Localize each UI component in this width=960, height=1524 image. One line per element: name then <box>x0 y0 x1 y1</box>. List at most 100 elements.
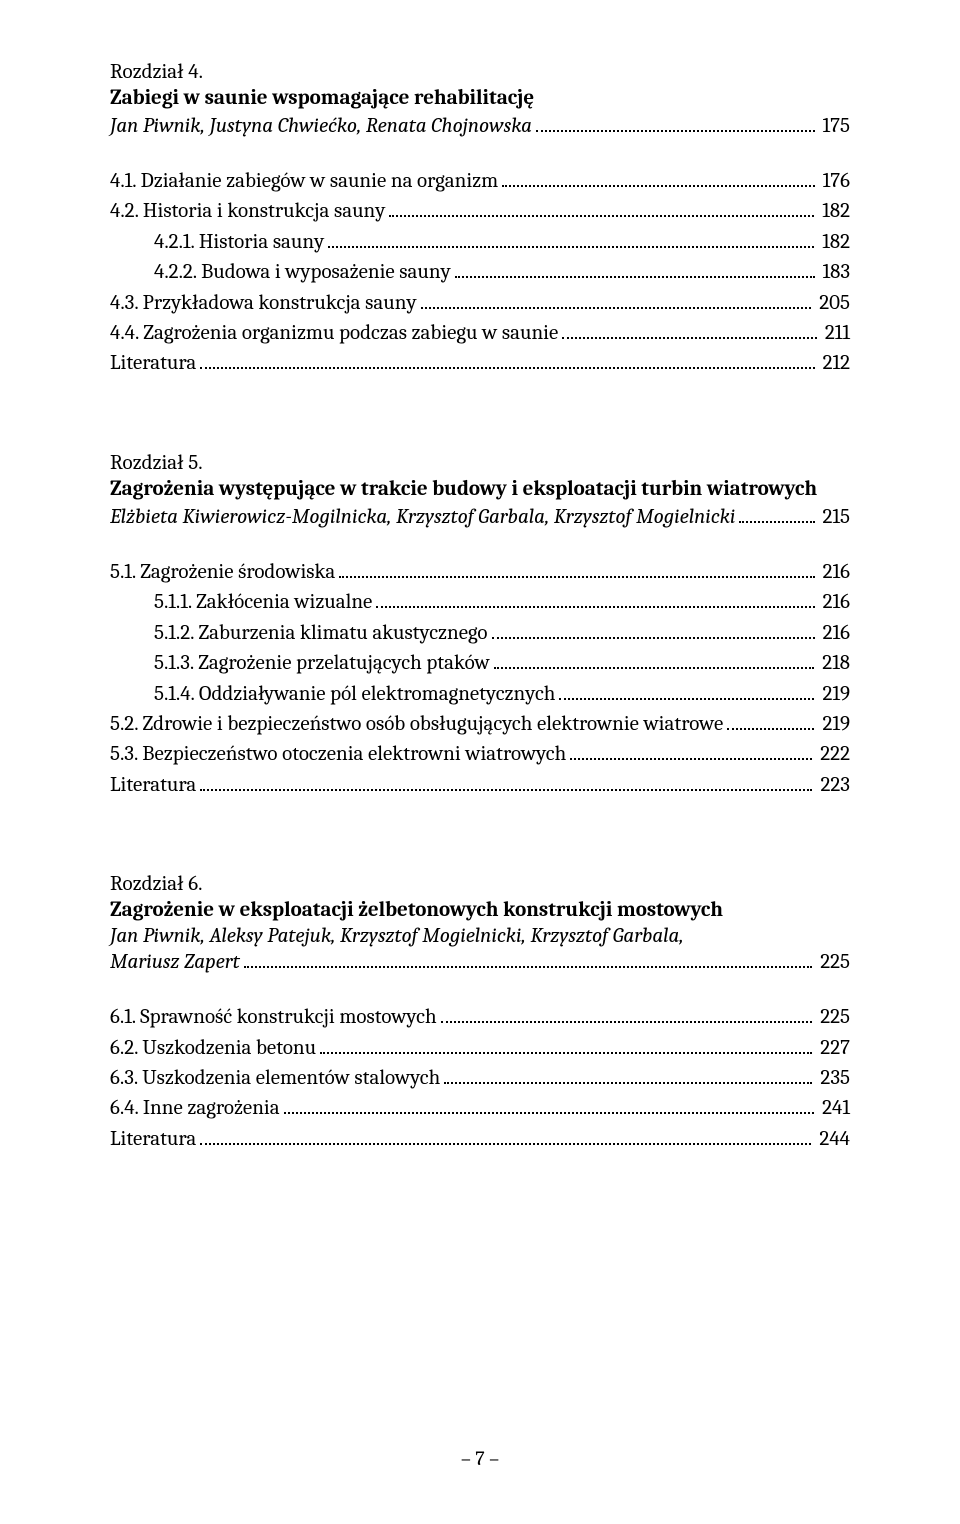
toc-text: 5.1. Zagrożenie środowiska <box>110 557 335 587</box>
toc-list: 6.1. Sprawność konstrukcji mostowych225 … <box>110 1002 850 1154</box>
dot-leader <box>502 167 814 187</box>
toc-entry: 6.2. Uszkodzenia betonu227 <box>110 1033 850 1063</box>
dot-leader <box>200 771 812 791</box>
toc-text: 5.3. Bezpieczeństwo otoczenia elektrowni… <box>110 739 566 769</box>
toc-page: 182 <box>816 227 850 257</box>
toc-page: 182 <box>816 196 850 226</box>
toc-page: 241 <box>816 1093 850 1123</box>
dot-leader <box>320 1034 812 1054</box>
toc-entry: 4.2.1. Historia sauny 182 <box>110 227 850 257</box>
toc-page: 219 <box>816 679 850 709</box>
toc-page: 222 <box>814 739 850 769</box>
chapter-authors-line: Jan Piwnik, Justyna Chwiećko, Renata Cho… <box>110 112 850 138</box>
chapter-block-6: Rozdział 6. Zagrożenie w eksploatacji że… <box>110 872 850 1154</box>
chapter-authors: Jan Piwnik, Justyna Chwiećko, Renata Cho… <box>110 114 532 138</box>
chapter-authors-line1: Jan Piwnik, Aleksy Patejuk, Krzysztof Mo… <box>110 924 850 948</box>
chapter-authors: Mariusz Zapert <box>110 950 240 974</box>
chapter-title: Zagrożenia występujące w trakcie budowy … <box>110 477 850 501</box>
dot-leader <box>494 649 815 669</box>
toc-entry: Literatura212 <box>110 348 850 378</box>
toc-page: 205 <box>813 288 850 318</box>
toc-entry: 4.2.2. Budowa i wyposażenie sauny 183 <box>110 257 850 287</box>
dot-leader <box>492 619 815 639</box>
dot-leader <box>570 741 812 761</box>
toc-entry: 4.2. Historia i konstrukcja sauny 182 <box>110 196 850 226</box>
toc-text: 4.4. Zagrożenia organizmu podczas zabieg… <box>110 318 558 348</box>
dot-leader <box>421 289 812 309</box>
toc-page: 218 <box>816 648 850 678</box>
toc-text: 6.2. Uszkodzenia betonu <box>110 1033 316 1063</box>
chapter-label: Rozdział 4. <box>110 60 850 84</box>
dot-leader <box>562 319 817 339</box>
dot-leader <box>389 197 814 217</box>
toc-text: Literatura <box>110 1124 196 1154</box>
toc-text: 4.2.1. Historia sauny <box>154 227 324 257</box>
chapter-label: Rozdział 5. <box>110 451 850 475</box>
toc-entry: Literatura 223 <box>110 770 850 800</box>
dot-leader <box>339 558 814 578</box>
toc-entry: 5.1. Zagrożenie środowiska 216 <box>110 557 850 587</box>
toc-text: 5.1.1. Zakłócenia wizualne <box>154 587 372 617</box>
chapter-authors-line2: Mariusz Zapert 225 <box>110 948 850 974</box>
toc-text: 4.3. Przykładowa konstrukcja sauny <box>110 288 417 318</box>
dot-leader <box>739 503 814 523</box>
dot-leader <box>559 680 814 700</box>
toc-entry: 5.1.4. Oddziaływanie pól elektromagnetyc… <box>110 679 850 709</box>
toc-page: 216 <box>817 557 850 587</box>
toc-text: 4.2. Historia i konstrukcja sauny <box>110 196 385 226</box>
chapter-page: 175 <box>817 114 850 138</box>
dot-leader <box>200 350 814 370</box>
toc-page: 244 <box>813 1124 850 1154</box>
chapter-block-4: Rozdział 4. Zabiegi w saunie wspomagając… <box>110 60 850 379</box>
document-page: Rozdział 4. Zabiegi w saunie wspomagając… <box>0 0 960 1524</box>
toc-text: 5.1.2. Zaburzenia klimatu akustycznego <box>154 618 488 648</box>
dot-leader <box>200 1125 811 1145</box>
toc-entry: 6.4. Inne zagrożenia 241 <box>110 1093 850 1123</box>
toc-page: 223 <box>814 770 850 800</box>
dot-leader <box>284 1095 815 1115</box>
toc-text: 4.2.2. Budowa i wyposażenie sauny <box>154 257 451 287</box>
toc-text: Literatura <box>110 770 196 800</box>
chapter-label: Rozdział 6. <box>110 872 850 896</box>
toc-page: 183 <box>817 257 850 287</box>
toc-text: 5.1.4. Oddziaływanie pól elektromagnetyc… <box>154 679 555 709</box>
toc-entry: 4.4. Zagrożenia organizmu podczas zabieg… <box>110 318 850 348</box>
page-number: – 7 – <box>0 1447 960 1470</box>
toc-text: 6.1. Sprawność konstrukcji mostowych <box>110 1002 437 1032</box>
toc-entry: 5.1.1. Zakłócenia wizualne216 <box>110 587 850 617</box>
dot-leader <box>376 588 814 608</box>
toc-text: 5.2. Zdrowie i bezpieczeństwo osób obsłu… <box>110 709 723 739</box>
toc-entry: 5.1.2. Zaburzenia klimatu akustycznego 21… <box>110 618 850 648</box>
dot-leader <box>536 112 815 132</box>
chapter-block-5: Rozdział 5. Zagrożenia występujące w tra… <box>110 451 850 800</box>
toc-entry: 6.3. Uszkodzenia elementów stalowych235 <box>110 1063 850 1093</box>
toc-entry: 4.3. Przykładowa konstrukcja sauny 205 <box>110 288 850 318</box>
dot-leader <box>244 948 812 968</box>
toc-text: 6.4. Inne zagrożenia <box>110 1093 280 1123</box>
toc-text: 5.1.3. Zagrożenie przelatujących ptaków <box>154 648 490 678</box>
chapter-page: 215 <box>817 505 851 529</box>
chapter-title: Zabiegi w saunie wspomagające rehabilita… <box>110 86 850 110</box>
toc-page: 211 <box>819 318 850 348</box>
chapter-authors-line: Elżbieta Kiwierowicz-Mogilnicka, Krzyszt… <box>110 503 850 529</box>
toc-page: 225 <box>814 1002 850 1032</box>
toc-page: 212 <box>817 348 850 378</box>
chapter-authors: Elżbieta Kiwierowicz-Mogilnicka, Krzyszt… <box>110 505 735 529</box>
chapter-page: 225 <box>814 950 850 974</box>
dot-leader <box>441 1003 813 1023</box>
toc-page: 235 <box>814 1063 850 1093</box>
toc-text: 4.1. Działanie zabiegów w saunie na orga… <box>110 166 498 196</box>
toc-list: 5.1. Zagrożenie środowiska 216 5.1.1. Zak… <box>110 557 850 801</box>
toc-entry: 6.1. Sprawność konstrukcji mostowych 225 <box>110 1002 850 1032</box>
dot-leader <box>455 258 815 278</box>
dot-leader <box>444 1064 812 1084</box>
toc-entry: Literatura 244 <box>110 1124 850 1154</box>
dot-leader <box>328 228 814 248</box>
dot-leader <box>727 710 814 730</box>
toc-page: 176 <box>817 166 850 196</box>
toc-list: 4.1. Działanie zabiegów w saunie na orga… <box>110 166 850 379</box>
chapter-title: Zagrożenie w eksploatacji żelbetonowych … <box>110 898 850 922</box>
toc-entry: 4.1. Działanie zabiegów w saunie na orga… <box>110 166 850 196</box>
toc-page: 219 <box>816 709 850 739</box>
toc-page: 216 <box>817 618 850 648</box>
